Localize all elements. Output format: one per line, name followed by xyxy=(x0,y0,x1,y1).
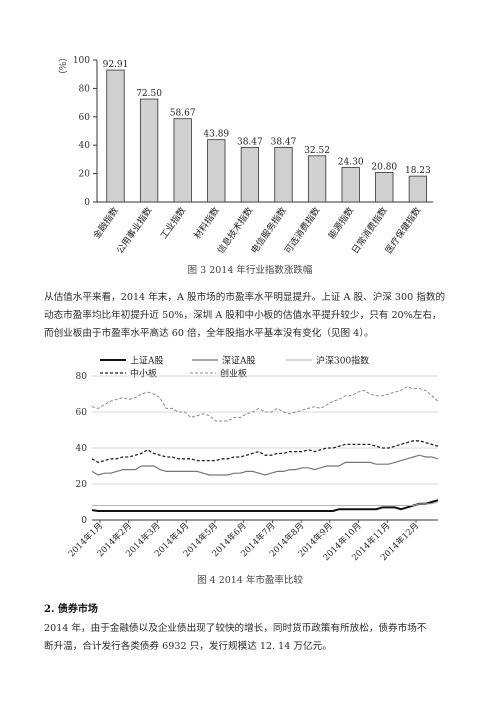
series-line xyxy=(91,386,439,422)
series-line xyxy=(91,440,439,464)
bar-value-label: 18.23 xyxy=(405,166,431,176)
legend-label: 深证A股 xyxy=(222,356,256,367)
legend-label: 创业板 xyxy=(220,368,247,380)
bar xyxy=(274,146,293,203)
bar xyxy=(173,118,192,203)
line-y-tick-label: 80 xyxy=(76,372,88,382)
bar-category-label: 能源指数 xyxy=(326,205,356,241)
figure-4-caption: 图 4 2014 年市盈率比较 xyxy=(197,575,303,586)
bar xyxy=(207,139,226,203)
legend-label: 沪深300指数 xyxy=(316,355,369,367)
bar-category-label: 金融指数 xyxy=(90,205,120,241)
bar xyxy=(106,69,125,203)
bar xyxy=(341,167,360,203)
series-line xyxy=(91,454,439,476)
bar-y-tick-label: 40 xyxy=(79,141,91,151)
line-y-tick-label: 20 xyxy=(76,480,88,490)
line-y-tick-label: 40 xyxy=(76,444,88,454)
bar-value-label: 38.47 xyxy=(271,137,297,147)
bar-category-label: 材料指数 xyxy=(191,205,221,241)
series-line xyxy=(92,501,439,507)
paragraph-line: 从估值水平来看，2014 年末，A 股市场的市盈率水平明显提升。上证 A 股、沪… xyxy=(44,292,446,303)
paragraph-valuation: 从估值水平来看，2014 年末，A 股市场的市盈率水平明显提升。上证 A 股、沪… xyxy=(44,289,464,343)
bar-y-tick-label: 80 xyxy=(79,84,91,94)
figure-3-caption: 图 3 2014 年行业指数涨跌幅 xyxy=(187,265,313,276)
bar-y-tick-label: 60 xyxy=(79,113,91,123)
legend-label: 中小板 xyxy=(130,368,157,380)
bar-y-tick-label: 0 xyxy=(84,198,90,208)
bar-y-tick-label: 20 xyxy=(79,170,91,180)
paragraph-line: 而创业板由于市盈率水平高达 60 倍，全年股指水平基本没有变化（见图 4）。 xyxy=(44,328,374,339)
bar-y-tick-label: 100 xyxy=(73,56,90,66)
paragraph-bond-market: 2014 年，由于金融债以及企业债出现了较快的增长，同时货币政策有所放松，债券市… xyxy=(44,620,464,656)
bar-value-label: 24.30 xyxy=(338,157,364,167)
bar-value-label: 72.50 xyxy=(136,89,162,99)
bar-value-label: 20.80 xyxy=(371,162,397,172)
bar-value-label: 92.91 xyxy=(103,60,129,70)
paragraph-line: 动态市盈率均比年初提升近 50%，深圳 A 股和中小板的估值水平提升较少，只有 … xyxy=(44,310,442,321)
bar-value-label: 58.67 xyxy=(170,109,196,119)
bar xyxy=(139,98,159,203)
line-y-tick-label: 0 xyxy=(81,516,87,526)
paragraph-line: 2014 年，由于金融债以及企业债出现了较快的增长，同时货币政策有所放松，债券市… xyxy=(44,623,427,634)
paragraph-line: 断升温，合计发行各类债券 6932 只，发行规模达 12. 14 万亿元。 xyxy=(44,641,332,652)
bar-value-label: 32.52 xyxy=(304,146,330,156)
series-line xyxy=(91,499,439,512)
bar-value-label: 43.89 xyxy=(203,130,229,140)
bar xyxy=(375,172,394,203)
industry-index-bar-chart: （%） 0 20 40 60 80 100 92.91 72.50 58.67 43.89 38.… xyxy=(58,53,433,256)
bar xyxy=(307,155,327,203)
bar-chart-y-unit: （%） xyxy=(58,53,69,80)
bar-value-label: 38.47 xyxy=(237,137,263,147)
bar-category-label: 工业指数 xyxy=(158,205,188,241)
legend-label: 上证A股 xyxy=(130,356,164,367)
bar xyxy=(408,175,428,203)
section-heading-bond-market: 2. 债券市场 xyxy=(44,604,98,615)
line-y-tick-label: 60 xyxy=(76,408,88,418)
bar xyxy=(240,146,260,203)
